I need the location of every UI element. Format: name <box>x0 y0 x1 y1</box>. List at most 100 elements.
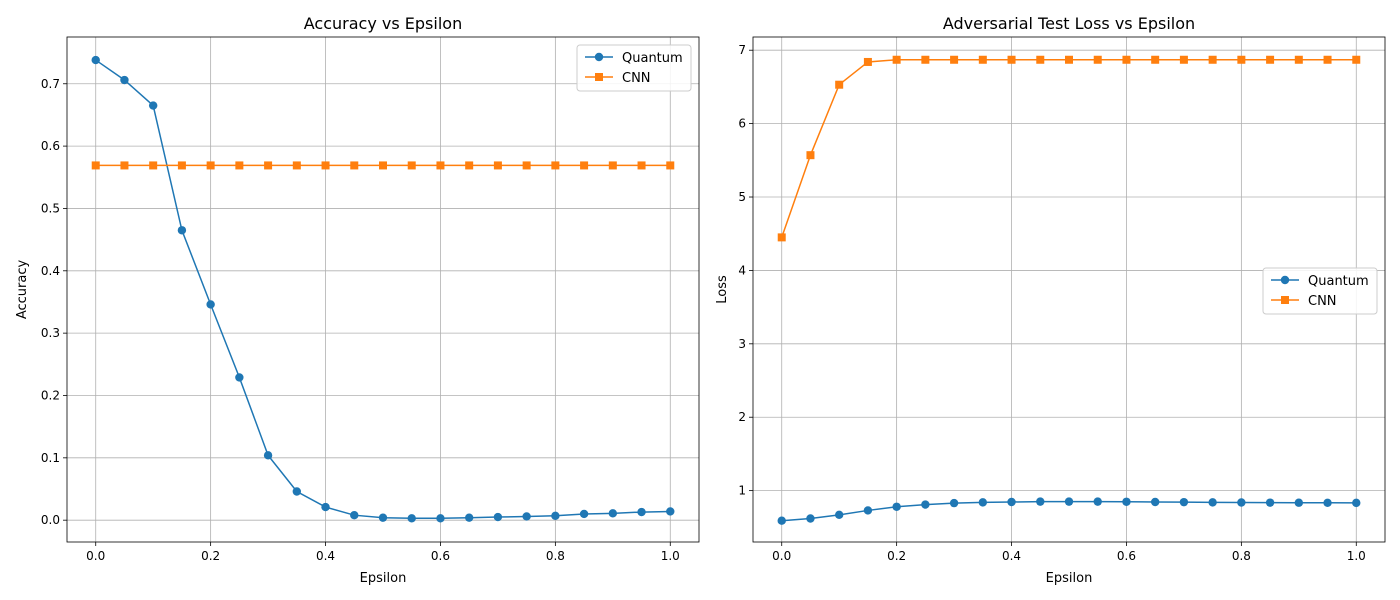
data-point <box>148 101 158 110</box>
data-point <box>1179 55 1188 64</box>
data-point <box>834 510 844 520</box>
gridlines <box>67 37 699 542</box>
x-tick-label: 1.0 <box>1347 549 1366 563</box>
data-point <box>1093 497 1102 506</box>
data-point <box>1065 55 1073 64</box>
x-tick-label: 0.6 <box>1117 549 1136 563</box>
y-tick-label: 6 <box>738 117 746 131</box>
legend-marker <box>595 73 603 81</box>
plot-frame <box>752 36 1386 543</box>
chart-title: Adversarial Test Loss vs Epsilon <box>943 14 1195 33</box>
x-tick-label: 1.0 <box>661 549 680 563</box>
x-tick-label: 0.6 <box>431 549 450 563</box>
data-point <box>379 161 387 170</box>
data-point <box>806 151 815 160</box>
data-point <box>1007 497 1016 507</box>
data-point <box>1151 55 1160 64</box>
y-axis-label: Accuracy <box>15 260 30 320</box>
data-point <box>407 161 416 170</box>
data-point <box>806 514 815 523</box>
series-quantum <box>777 497 1361 525</box>
data-point <box>1265 498 1275 507</box>
x-tick-label: 0.4 <box>1002 549 1021 563</box>
data-point <box>1036 55 1045 64</box>
data-point <box>1352 498 1361 508</box>
legend-label: Quantum <box>1308 274 1369 289</box>
data-point <box>1093 55 1102 64</box>
chart-panel-1: 0.0 0.2 0.4 0.6 0.8 1.0 0.0 0.1 0.2 0.3 0.4 0.5 0.6 0… <box>15 14 700 586</box>
data-point <box>235 161 244 170</box>
data-point <box>465 161 474 170</box>
data-point <box>978 498 988 507</box>
legend-marker <box>1281 296 1289 304</box>
data-point <box>835 80 844 89</box>
data-point <box>1036 497 1045 506</box>
data-point <box>1237 498 1246 507</box>
y-tick-label: 7 <box>738 43 746 57</box>
data-point <box>350 510 359 520</box>
x-tick-label: 0.8 <box>546 549 565 563</box>
data-point <box>206 300 215 309</box>
data-point <box>264 161 273 170</box>
data-point <box>1352 55 1361 64</box>
data-point <box>892 55 901 64</box>
data-point <box>120 75 129 85</box>
data-point <box>206 161 215 170</box>
data-point <box>1294 498 1304 507</box>
series-cnn <box>777 55 1361 242</box>
y-tick-label: 0.5 <box>41 201 60 215</box>
data-point <box>149 161 158 170</box>
x-axis-label: Epsilon <box>1046 571 1093 586</box>
y-tick-label: 0.6 <box>41 139 60 153</box>
legend-marker <box>1280 275 1290 285</box>
y-tick-label: 4 <box>738 263 746 277</box>
data-point <box>350 161 359 170</box>
data-point <box>522 161 531 170</box>
data-point <box>666 161 675 170</box>
data-point <box>235 373 244 382</box>
y-tick-label: 0.4 <box>41 264 60 278</box>
chart-title: Accuracy vs Epsilon <box>304 14 462 33</box>
data-point <box>551 511 560 521</box>
data-point <box>436 514 445 523</box>
y-tick-label: 0.7 <box>41 77 60 91</box>
data-point <box>1323 55 1332 64</box>
data-point <box>949 498 959 508</box>
data-point <box>378 513 388 522</box>
data-point <box>579 509 589 519</box>
data-point <box>1064 497 1074 506</box>
data-point <box>436 161 445 170</box>
data-point <box>863 506 873 515</box>
data-point <box>321 161 330 170</box>
data-point <box>177 226 187 235</box>
data-point <box>666 507 675 516</box>
data-point <box>892 502 901 511</box>
y-tick-label: 5 <box>738 190 746 204</box>
data-point <box>1007 55 1016 64</box>
data-point <box>1323 498 1332 508</box>
data-point <box>1208 498 1217 507</box>
data-point <box>522 512 531 521</box>
data-point <box>1208 55 1217 64</box>
data-point <box>493 161 502 170</box>
data-point <box>921 55 930 64</box>
x-tick-label: 0.2 <box>201 549 220 563</box>
data-point <box>1122 497 1131 506</box>
series-line <box>781 59 1357 238</box>
gridlines <box>753 37 1385 542</box>
y-tick-label: 0.1 <box>41 451 60 465</box>
data-point <box>1294 55 1303 64</box>
data-point <box>91 55 100 65</box>
data-point <box>292 161 301 170</box>
x-tick-label: 0.0 <box>772 549 791 563</box>
x-tick-label: 0.0 <box>86 549 105 563</box>
legend-label: CNN <box>622 71 651 86</box>
data-point <box>321 502 330 512</box>
data-point <box>863 57 872 66</box>
x-axis-label: Epsilon <box>360 571 407 586</box>
data-point <box>292 487 302 496</box>
legend-label: CNN <box>1308 294 1337 309</box>
y-axis-label: Loss <box>715 275 730 304</box>
data-point <box>637 507 646 517</box>
data-point <box>1122 55 1131 64</box>
